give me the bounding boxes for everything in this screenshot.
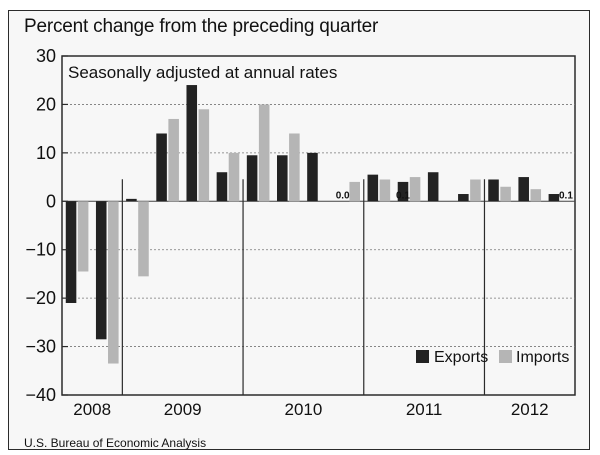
x-tick-label: 2009 bbox=[164, 400, 202, 419]
bar-imports bbox=[168, 118, 179, 202]
x-tick-label: 2010 bbox=[284, 400, 322, 419]
chart-title: Percent change from the preceding quarte… bbox=[24, 16, 379, 37]
bar-exports bbox=[156, 133, 167, 202]
bar-imports bbox=[379, 179, 391, 202]
y-tick-label: −40 bbox=[25, 385, 56, 405]
x-tick-label: 2012 bbox=[511, 400, 549, 419]
y-tick-label: −10 bbox=[25, 240, 56, 260]
data-label: 0.0 bbox=[336, 190, 350, 201]
data-label: 0.1 bbox=[559, 190, 573, 201]
bar-exports bbox=[246, 155, 258, 202]
bar-imports bbox=[198, 109, 210, 202]
y-tick-label: 30 bbox=[36, 46, 56, 66]
bar-exports bbox=[458, 194, 469, 202]
bars bbox=[65, 85, 560, 364]
legend-swatch-exports bbox=[416, 350, 429, 363]
source-note: U.S. Bureau of Economic Analysis bbox=[24, 436, 207, 450]
x-tick-label: 2011 bbox=[406, 400, 443, 419]
bar-imports bbox=[258, 104, 270, 202]
bar-imports bbox=[530, 189, 542, 202]
bar-imports bbox=[77, 201, 89, 272]
bar-exports bbox=[307, 152, 318, 202]
x-axis-ticks: 2008 2009 2010 2011 2012 bbox=[73, 400, 548, 419]
bar-imports bbox=[108, 201, 119, 364]
bar-imports bbox=[409, 177, 421, 202]
y-tick-label: 0 bbox=[46, 191, 56, 211]
bar-exports bbox=[65, 201, 77, 303]
y-tick-label: 20 bbox=[36, 94, 56, 114]
y-axis-ticks: 30 20 10 0 −10 −20 −30 −40 bbox=[25, 46, 68, 405]
y-tick-label: −20 bbox=[25, 288, 56, 308]
legend: Exports Imports bbox=[416, 349, 569, 366]
data-labels: 0.0 0.1 0.1 bbox=[336, 190, 574, 201]
x-tick-label: 2008 bbox=[73, 400, 111, 419]
bar-exports bbox=[126, 198, 137, 202]
bar-exports bbox=[216, 172, 228, 202]
bar-imports bbox=[228, 152, 240, 202]
bar-imports bbox=[289, 133, 300, 202]
bar-imports bbox=[138, 201, 149, 277]
data-label: 0.1 bbox=[396, 190, 410, 201]
bar-exports bbox=[367, 174, 379, 202]
legend-label-exports: Exports bbox=[434, 349, 488, 366]
y-tick-label: −30 bbox=[25, 337, 56, 357]
legend-swatch-imports bbox=[499, 350, 512, 363]
chart-annotation: Seasonally adjusted at annual rates bbox=[68, 63, 337, 82]
bar-imports bbox=[500, 186, 511, 202]
bar-imports bbox=[349, 181, 360, 202]
bar-exports bbox=[518, 177, 529, 202]
bar-exports bbox=[488, 179, 499, 202]
bar-exports bbox=[186, 85, 198, 202]
bar-exports bbox=[427, 172, 439, 202]
bar-exports bbox=[397, 181, 409, 202]
bar-exports bbox=[548, 194, 560, 202]
bar-exports bbox=[95, 201, 107, 340]
bar-exports bbox=[277, 155, 288, 202]
legend-label-imports: Imports bbox=[516, 349, 569, 366]
y-tick-label: 10 bbox=[36, 143, 56, 163]
plot-area bbox=[61, 55, 576, 396]
bar-imports bbox=[470, 179, 481, 202]
